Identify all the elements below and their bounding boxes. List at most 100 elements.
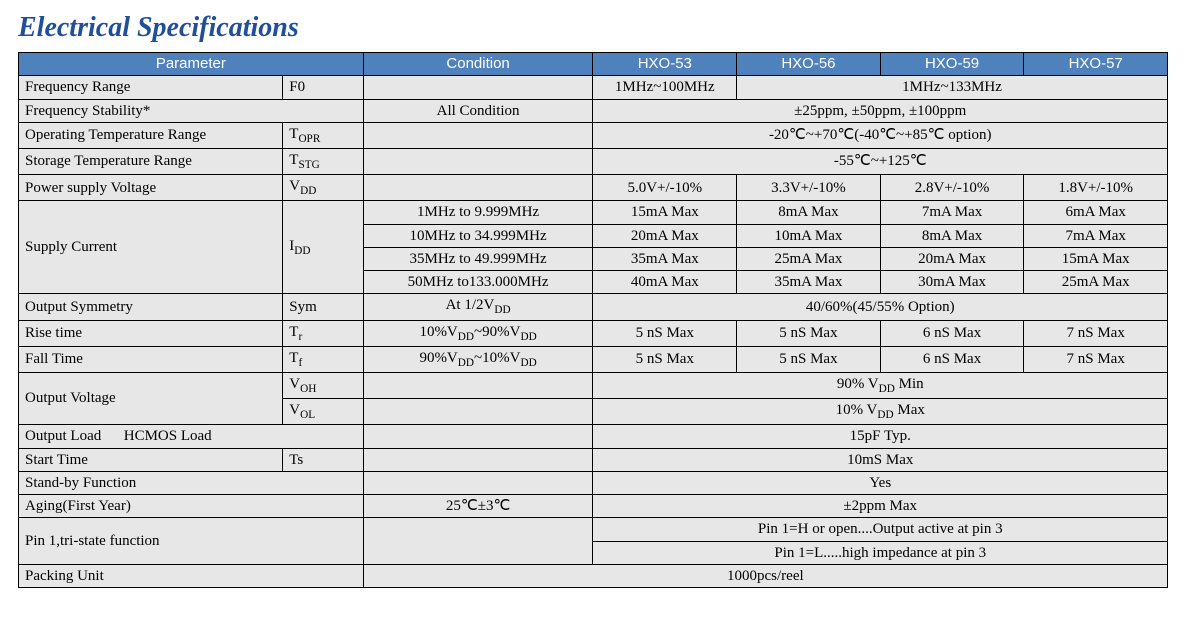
cell-v2: 5 nS Max xyxy=(737,346,881,372)
cell-v2: 25mA Max xyxy=(737,247,881,270)
row-packing: Packing Unit 1000pcs/reel xyxy=(19,564,1168,587)
cell-cond xyxy=(363,148,593,174)
cell-v1: 35mA Max xyxy=(593,247,737,270)
cell-name: Storage Temperature Range xyxy=(19,148,283,174)
cell-v: 10% VDD Max xyxy=(593,399,1168,425)
cell-cond: All Condition xyxy=(363,99,593,122)
cell-sym: Sym xyxy=(283,294,363,320)
cell-name: Start Time xyxy=(19,448,283,471)
cell-cond: 35MHz to 49.999MHz xyxy=(363,247,593,270)
spec-table: Parameter Condition HXO-53 HXO-56 HXO-59… xyxy=(18,52,1168,588)
cell-cond: 50MHz to133.000MHz xyxy=(363,271,593,294)
cell-v2: Pin 1=L.....high impedance at pin 3 xyxy=(593,541,1168,564)
cell-name: Pin 1,tri-state function xyxy=(19,518,364,565)
hdr-parameter: Parameter xyxy=(19,53,364,76)
cell-cond: At 1/2VDD xyxy=(363,294,593,320)
cell-v4: 7 nS Max xyxy=(1024,320,1168,346)
cell-v1: 5 nS Max xyxy=(593,320,737,346)
row-freq-range: Frequency Range F0 1MHz~100MHz 1MHz~133M… xyxy=(19,76,1168,99)
cell-name: Fall Time xyxy=(19,346,283,372)
cell-sym: Tr xyxy=(283,320,363,346)
cell-v: Yes xyxy=(593,471,1168,494)
row-aging: Aging(First Year) 25℃±3℃ ±2ppm Max xyxy=(19,495,1168,518)
cell-v234: 1MHz~133MHz xyxy=(737,76,1168,99)
hdr-col3: HXO-59 xyxy=(880,53,1024,76)
row-tr: Rise time Tr 10%VDD~90%VDD 5 nS Max 5 nS… xyxy=(19,320,1168,346)
cell-v3: 2.8V+/-10% xyxy=(880,175,1024,201)
cell-v1: Pin 1=H or open....Output active at pin … xyxy=(593,518,1168,541)
cell-v4: 25mA Max xyxy=(1024,271,1168,294)
hdr-condition: Condition xyxy=(363,53,593,76)
row-start: Start Time Ts 10mS Max xyxy=(19,448,1168,471)
cell-v3: 6 nS Max xyxy=(880,320,1024,346)
cell-sym: VOH xyxy=(283,372,363,398)
row-freq-stab: Frequency Stability* All Condition ±25pp… xyxy=(19,99,1168,122)
hdr-col4: HXO-57 xyxy=(1024,53,1168,76)
cell-v3: 6 nS Max xyxy=(880,346,1024,372)
cell-v4: 7 nS Max xyxy=(1024,346,1168,372)
cell-name: Frequency Range xyxy=(19,76,283,99)
cell-v4: 6mA Max xyxy=(1024,201,1168,224)
cell-name: Supply Current xyxy=(19,201,283,294)
row-stg-temp: Storage Temperature Range TSTG -55℃~+125… xyxy=(19,148,1168,174)
cell-v: 90% VDD Min xyxy=(593,372,1168,398)
cell-sym: VDD xyxy=(283,175,363,201)
cell-sym: TOPR xyxy=(283,122,363,148)
header-row: Parameter Condition HXO-53 HXO-56 HXO-59… xyxy=(19,53,1168,76)
cell-cond xyxy=(363,399,593,425)
cell-sym: Tf xyxy=(283,346,363,372)
cell-v1: 5.0V+/-10% xyxy=(593,175,737,201)
cell-v3: 7mA Max xyxy=(880,201,1024,224)
cell-name: Rise time xyxy=(19,320,283,346)
cell-v: 15pF Typ. xyxy=(593,425,1168,448)
cell-sym: Ts xyxy=(283,448,363,471)
cell-v2: 5 nS Max xyxy=(737,320,881,346)
cell-v2: 8mA Max xyxy=(737,201,881,224)
cell-cond xyxy=(363,518,593,565)
cell-v: ±25ppm, ±50ppm, ±100ppm xyxy=(593,99,1168,122)
cell-v: 10mS Max xyxy=(593,448,1168,471)
cell-name: Power supply Voltage xyxy=(19,175,283,201)
row-standby: Stand-by Function Yes xyxy=(19,471,1168,494)
cell-v: 40/60%(45/55% Option) xyxy=(593,294,1168,320)
cell-v1: 40mA Max xyxy=(593,271,737,294)
cell-v2: 3.3V+/-10% xyxy=(737,175,881,201)
cell-v4: 15mA Max xyxy=(1024,247,1168,270)
cell-name: Output Voltage xyxy=(19,372,283,424)
cell-sym: VOL xyxy=(283,399,363,425)
row-tristate-1: Pin 1,tri-state function Pin 1=H or open… xyxy=(19,518,1168,541)
cell-name: Stand-by Function xyxy=(19,471,364,494)
cell-v1: 5 nS Max xyxy=(593,346,737,372)
cell-name: Aging(First Year) xyxy=(19,495,364,518)
cell-name: Output Load HCMOS Load xyxy=(19,425,364,448)
cell-cond: 10MHz to 34.999MHz xyxy=(363,224,593,247)
cell-cond xyxy=(363,425,593,448)
hdr-col2: HXO-56 xyxy=(737,53,881,76)
row-op-temp: Operating Temperature Range TOPR -20℃~+7… xyxy=(19,122,1168,148)
cell-cond: 10%VDD~90%VDD xyxy=(363,320,593,346)
row-voh: Output Voltage VOH 90% VDD Min xyxy=(19,372,1168,398)
cell-cond xyxy=(363,76,593,99)
cell-name: Frequency Stability* xyxy=(19,99,364,122)
cell-cond: 90%VDD~10%VDD xyxy=(363,346,593,372)
cell-v4: 7mA Max xyxy=(1024,224,1168,247)
cell-cond xyxy=(363,122,593,148)
cell-name: Output Symmetry xyxy=(19,294,283,320)
page-title: Electrical Specifications xyxy=(18,12,1168,44)
cell-name: Packing Unit xyxy=(19,564,364,587)
cell-v1: 15mA Max xyxy=(593,201,737,224)
row-idd-1: Supply Current IDD 1MHz to 9.999MHz 15mA… xyxy=(19,201,1168,224)
cell-v2: 10mA Max xyxy=(737,224,881,247)
cell-v: 1000pcs/reel xyxy=(363,564,1167,587)
row-vdd: Power supply Voltage VDD 5.0V+/-10% 3.3V… xyxy=(19,175,1168,201)
row-tf: Fall Time Tf 90%VDD~10%VDD 5 nS Max 5 nS… xyxy=(19,346,1168,372)
cell-cond xyxy=(363,448,593,471)
cell-sym: IDD xyxy=(283,201,363,294)
row-load: Output Load HCMOS Load 15pF Typ. xyxy=(19,425,1168,448)
cell-v1: 1MHz~100MHz xyxy=(593,76,737,99)
cell-v1: 20mA Max xyxy=(593,224,737,247)
cell-v3: 20mA Max xyxy=(880,247,1024,270)
cell-cond xyxy=(363,471,593,494)
cell-sym: F0 xyxy=(283,76,363,99)
hdr-col1: HXO-53 xyxy=(593,53,737,76)
